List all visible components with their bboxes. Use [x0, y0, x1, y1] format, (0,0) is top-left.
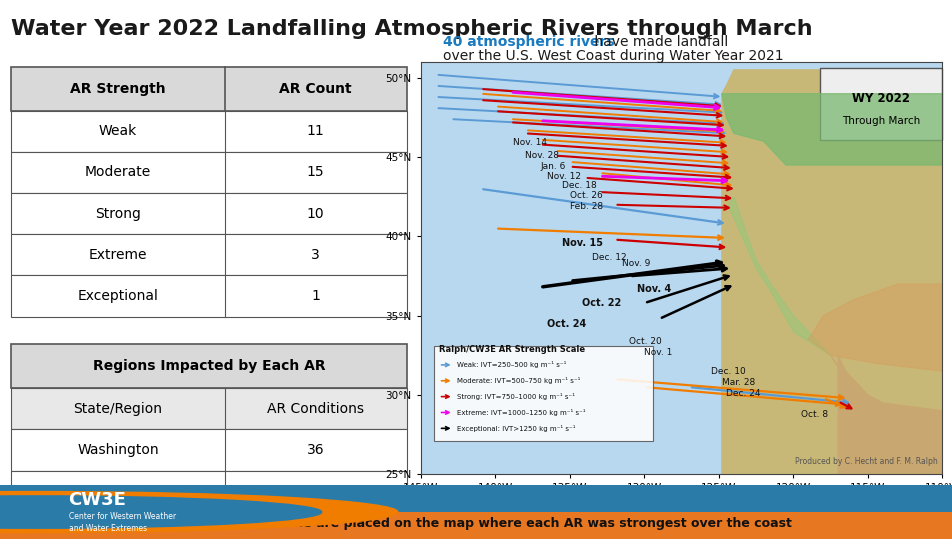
Text: Nov. 9: Nov. 9	[622, 259, 650, 268]
Text: AR Conditions: AR Conditions	[268, 402, 364, 416]
Text: Strong: IVT=750–1000 kg m⁻¹ s⁻¹: Strong: IVT=750–1000 kg m⁻¹ s⁻¹	[457, 393, 575, 400]
Text: Nov. 15: Nov. 15	[563, 238, 604, 248]
Text: Center for Western Weather
and Water Extremes: Center for Western Weather and Water Ext…	[69, 513, 176, 533]
Text: Extreme: Extreme	[89, 248, 148, 262]
Text: Dec. 24: Dec. 24	[726, 389, 761, 398]
FancyBboxPatch shape	[11, 512, 407, 539]
Text: Weak: Weak	[99, 125, 137, 139]
Text: Dec. 18: Dec. 18	[563, 181, 597, 190]
FancyBboxPatch shape	[11, 430, 407, 471]
Text: Ralph/CW3E AR Strength Scale: Ralph/CW3E AR Strength Scale	[439, 345, 585, 354]
Text: Jan. 6: Jan. 6	[540, 162, 565, 171]
Text: over the U.S. West Coast during Water Year 2021: over the U.S. West Coast during Water Ye…	[443, 49, 783, 63]
Text: Through March: Through March	[842, 115, 920, 126]
Text: Feb. 28: Feb. 28	[570, 202, 603, 211]
Circle shape	[0, 492, 398, 533]
Text: Water Year 2022 Landfalling Atmospheric Rivers through March: Water Year 2022 Landfalling Atmospheric …	[11, 19, 813, 39]
FancyBboxPatch shape	[0, 512, 952, 539]
Text: Produced by C. Hecht and F. M. Ralph: Produced by C. Hecht and F. M. Ralph	[795, 457, 938, 466]
FancyBboxPatch shape	[11, 471, 407, 512]
Text: Exceptional: IVT>1250 kg m⁻¹ s⁻¹: Exceptional: IVT>1250 kg m⁻¹ s⁻¹	[457, 425, 575, 432]
FancyBboxPatch shape	[11, 193, 407, 234]
FancyBboxPatch shape	[11, 344, 407, 388]
Text: *Arrows are placed on the map where each AR was strongest over the coast: *Arrows are placed on the map where each…	[256, 517, 791, 530]
Text: Oct. 8: Oct. 8	[801, 410, 828, 419]
Text: State/Region: State/Region	[73, 402, 163, 416]
Text: 15: 15	[307, 165, 325, 179]
Text: Strong: Strong	[95, 206, 141, 220]
Text: Nov. 28: Nov. 28	[526, 151, 559, 160]
Text: Nov. 1: Nov. 1	[645, 348, 673, 357]
Text: Regions Impacted by Each AR: Regions Impacted by Each AR	[92, 359, 326, 373]
Text: Nov. 12: Nov. 12	[547, 171, 582, 181]
Text: have made landfall: have made landfall	[590, 34, 728, 49]
Text: Oct. 24: Oct. 24	[547, 319, 586, 329]
Text: Dec. 12: Dec. 12	[592, 253, 626, 261]
Text: Extreme: IVT=1000–1250 kg m⁻¹ s⁻¹: Extreme: IVT=1000–1250 kg m⁻¹ s⁻¹	[457, 409, 585, 416]
Text: 10: 10	[307, 206, 325, 220]
Text: Nov. 4: Nov. 4	[637, 284, 671, 294]
Text: 40 atmospheric rivers: 40 atmospheric rivers	[443, 34, 614, 49]
Text: Dec. 10: Dec. 10	[711, 367, 746, 376]
Polygon shape	[722, 94, 942, 165]
Text: 36: 36	[307, 443, 325, 457]
Text: WY 2022: WY 2022	[852, 92, 910, 105]
Text: 3: 3	[311, 248, 320, 262]
Text: Moderate: IVT=500–750 kg m⁻¹ s⁻¹: Moderate: IVT=500–750 kg m⁻¹ s⁻¹	[457, 377, 580, 384]
FancyBboxPatch shape	[434, 346, 653, 441]
FancyBboxPatch shape	[11, 388, 407, 430]
Text: Oct. 20: Oct. 20	[629, 336, 663, 345]
FancyBboxPatch shape	[11, 152, 407, 193]
Text: AR Strength: AR Strength	[70, 81, 166, 95]
Text: Weak: IVT=250–500 kg m⁻¹ s⁻¹: Weak: IVT=250–500 kg m⁻¹ s⁻¹	[457, 361, 565, 368]
Text: Oct. 26: Oct. 26	[570, 191, 603, 200]
Text: Nov. 14: Nov. 14	[513, 139, 547, 147]
Circle shape	[0, 496, 322, 528]
Polygon shape	[831, 355, 942, 506]
Text: Mar. 28: Mar. 28	[722, 378, 755, 387]
Text: Moderate: Moderate	[85, 165, 151, 179]
Text: 11: 11	[307, 125, 325, 139]
FancyBboxPatch shape	[11, 66, 407, 110]
Text: Exceptional: Exceptional	[78, 289, 159, 303]
FancyBboxPatch shape	[820, 68, 942, 140]
Text: Oregon: Oregon	[92, 484, 144, 498]
Polygon shape	[838, 355, 942, 474]
Text: Washington: Washington	[77, 443, 159, 457]
Text: Northern CA: Northern CA	[75, 526, 161, 539]
Text: 36: 36	[307, 484, 325, 498]
FancyBboxPatch shape	[11, 234, 407, 275]
Polygon shape	[728, 197, 831, 355]
Text: Oct. 22: Oct. 22	[582, 298, 621, 308]
FancyBboxPatch shape	[11, 275, 407, 317]
Polygon shape	[808, 284, 942, 371]
Text: 1: 1	[311, 289, 320, 303]
Text: AR Count: AR Count	[279, 81, 352, 95]
Text: CW3E: CW3E	[69, 491, 127, 509]
FancyBboxPatch shape	[11, 110, 407, 152]
Polygon shape	[722, 70, 942, 474]
FancyBboxPatch shape	[0, 485, 952, 512]
Text: 26: 26	[307, 526, 325, 539]
